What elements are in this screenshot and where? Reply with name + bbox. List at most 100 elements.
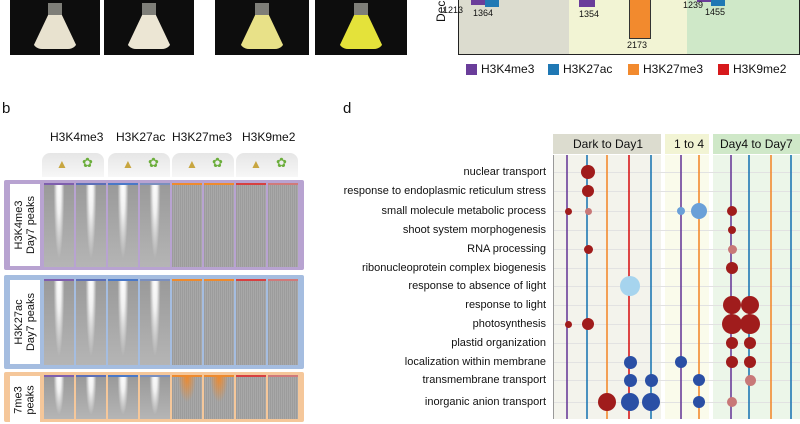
seedling-icon: ✿ [82, 155, 93, 170]
legend-swatch-h3k27me3 [628, 64, 639, 75]
heatmap-tile [44, 279, 74, 365]
bar-label-1: 1213 [443, 5, 464, 15]
bar-1 [471, 0, 485, 5]
go-dot [642, 393, 660, 411]
flask-photo-2 [104, 0, 194, 55]
go-dot [693, 396, 705, 408]
go-dot [581, 165, 595, 179]
heatmap-tile [172, 183, 202, 267]
go-dot [744, 356, 756, 368]
go-bg-group-3 [713, 155, 800, 419]
go-row-gridline [554, 286, 800, 287]
go-row-gridline [554, 305, 800, 306]
flask-icon: ▲ [56, 157, 68, 171]
bar-label-4: 2173 [627, 40, 648, 50]
go-dot [564, 207, 572, 215]
heatmap-tile [140, 183, 170, 267]
go-term-10: plastid organization [451, 337, 546, 349]
bar-label-5: 1239 [683, 0, 704, 10]
go-dot [744, 374, 756, 386]
heatmap-tile [172, 375, 202, 419]
flask-icon: ▲ [250, 157, 262, 171]
heatmap-tile [204, 279, 234, 365]
bar-3 [579, 0, 595, 7]
go-dot [583, 244, 593, 254]
heatmap-col-label-2: H3K27ac [116, 130, 166, 144]
legend-label-h3k9me2: H3K9me2 [733, 62, 787, 76]
go-column-line [748, 155, 750, 419]
heatmap-col-label-3: H3K27me3 [172, 130, 233, 144]
go-dot [693, 374, 705, 386]
heatmap-tile [76, 375, 106, 419]
go-dot [621, 393, 639, 411]
legend-swatch-h3k4me3 [466, 64, 477, 75]
go-row-gridline [554, 172, 800, 173]
bar-chart-group-bg-3 [687, 0, 799, 54]
go-group-label-2: 1 to 4 [674, 137, 705, 151]
bar-label-6: 1455 [705, 7, 726, 17]
go-term-7: response to absence of light [408, 280, 546, 292]
heatmap-tile [108, 375, 138, 419]
go-column-line [698, 155, 700, 419]
go-dot [727, 397, 737, 407]
seedling-icon: ✿ [212, 155, 223, 170]
seedling-icon: ✿ [148, 155, 159, 170]
go-column-line [730, 155, 732, 419]
bar-5 [697, 0, 711, 2]
go-dot [677, 207, 685, 215]
heatmap-tile [268, 279, 298, 365]
go-dot [727, 244, 737, 254]
condition-icons-3: ▲ ✿ [172, 153, 234, 177]
go-dot [691, 203, 707, 219]
go-dot [741, 296, 759, 314]
go-dot [726, 262, 738, 274]
bar-chart-group-bg-2 [569, 0, 687, 54]
go-row-gridline [554, 402, 800, 403]
heatmap-col-label-4: H3K9me2 [242, 130, 296, 144]
condition-icons-2: ▲ ✿ [108, 153, 170, 177]
go-column-line [566, 155, 568, 419]
legend-label-h3k27me3: H3K27me3 [643, 62, 704, 76]
bar-4 [629, 0, 651, 39]
go-dot [722, 314, 742, 334]
go-dot [675, 356, 687, 368]
heatmap-tile [108, 279, 138, 365]
flask-icon: ▲ [122, 157, 134, 171]
go-group-label-3: Day4 to Day7 [720, 137, 793, 151]
go-dot [582, 185, 594, 197]
bar-label-2: 1364 [473, 8, 494, 18]
panel-label-d: d [343, 100, 352, 117]
go-term-11: localization within membrane [404, 356, 546, 368]
heatmap-tile [204, 183, 234, 267]
bar-2 [485, 0, 499, 7]
go-group-header-1 [553, 134, 661, 154]
condition-icons-4: ▲ ✿ [236, 153, 298, 177]
heatmap-tile [44, 183, 74, 267]
go-term-9: photosynthesis [472, 318, 546, 330]
go-dot [620, 276, 640, 296]
go-term-4: shoot system morphogenesis [402, 224, 546, 236]
legend-label-h3k27ac: H3K27ac [563, 62, 613, 76]
heatmap-tile [44, 375, 74, 419]
go-column-line [770, 155, 772, 419]
go-dot [598, 393, 616, 411]
go-term-3: small molecule metabolic process [381, 205, 546, 217]
go-term-8: response to light [465, 299, 546, 311]
heatmap-tile [204, 375, 234, 419]
bar-chart-frame: 1213 1364 1354 2173 1239 1455 [443, 0, 800, 55]
go-row-gridline [554, 230, 800, 231]
heatmap-tile [172, 279, 202, 365]
bar-label-3: 1354 [579, 9, 600, 19]
go-group-label-1: Dark to Day1 [573, 137, 644, 151]
heatmap-row-label-1: H3K4me3 Day7 peaks [10, 184, 40, 266]
heatmap-tile [108, 183, 138, 267]
go-group-header-2 [665, 134, 709, 154]
legend-swatch-h3k9me2 [718, 64, 729, 75]
go-column-line [680, 155, 682, 419]
heatmap-tile [76, 279, 106, 365]
go-group-header-3 [713, 134, 800, 154]
go-plot-frame [553, 155, 800, 419]
go-term-2: response to endoplasmic reticulum stress [343, 185, 546, 197]
go-dot [740, 314, 760, 334]
bar-chart-group-bg-1 [459, 0, 569, 54]
